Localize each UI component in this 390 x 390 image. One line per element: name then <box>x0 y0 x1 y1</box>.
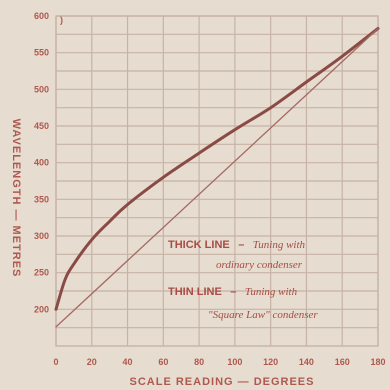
y-tick-label: 500 <box>34 84 49 94</box>
x-tick-label: 20 <box>87 357 97 367</box>
legend-thin-label: THIN LINE <box>168 286 222 298</box>
x-tick-labels: 0 20 40 60 80 100 120 140 160 180 <box>53 357 385 367</box>
series-thin-line <box>55 27 379 328</box>
legend-thick-dash: – <box>238 239 244 251</box>
x-tick-label: 120 <box>263 357 278 367</box>
series-thick-line <box>54 27 380 311</box>
x-tick-label: 0 <box>53 357 58 367</box>
y-tick-label: 250 <box>34 268 49 278</box>
x-tick-label: 40 <box>123 357 133 367</box>
grid <box>55 15 379 347</box>
y-tick-label: 350 <box>34 194 49 204</box>
plot-frame <box>55 15 379 347</box>
y-tick-label: 550 <box>34 48 49 58</box>
y-tick-label: 450 <box>34 121 49 131</box>
x-tick-label: 60 <box>158 357 168 367</box>
legend-thick-line: THICK LINE – Tuning with <box>168 235 306 252</box>
series-lines <box>54 27 380 328</box>
y-tick-label: 400 <box>34 158 49 168</box>
x-tick-label: 80 <box>194 357 204 367</box>
x-tick-label: 180 <box>370 357 385 367</box>
legend-thin-desc-2: "Square Law" condenser <box>208 309 318 321</box>
x-tick-label: 140 <box>299 357 314 367</box>
y-axis-label: WAVELENGTH — METRES <box>10 119 22 278</box>
legend-thin-line: THIN LINE – Tuning with <box>168 282 298 299</box>
y-tick-label: 300 <box>34 231 49 241</box>
x-axis-label: SCALE READING — DEGREES <box>130 376 315 388</box>
x-tick-label: 160 <box>335 357 350 367</box>
y-unit-mark: ) <box>60 15 63 25</box>
legend-thick-desc-2: ordinary condenser <box>216 259 303 271</box>
y-tick-label: 600 <box>34 11 49 21</box>
y-tick-labels: 200 250 300 350 400 450 500 550 600 <box>34 11 49 314</box>
legend-thick-desc-1: Tuning with <box>253 239 306 251</box>
legend-thin-dash: – <box>230 286 236 298</box>
y-tick-label: 200 <box>34 304 49 314</box>
x-tick-label: 100 <box>227 357 242 367</box>
legend-thin-desc-1: Tuning with <box>245 286 298 298</box>
legend-thick-label: THICK LINE <box>168 239 230 251</box>
